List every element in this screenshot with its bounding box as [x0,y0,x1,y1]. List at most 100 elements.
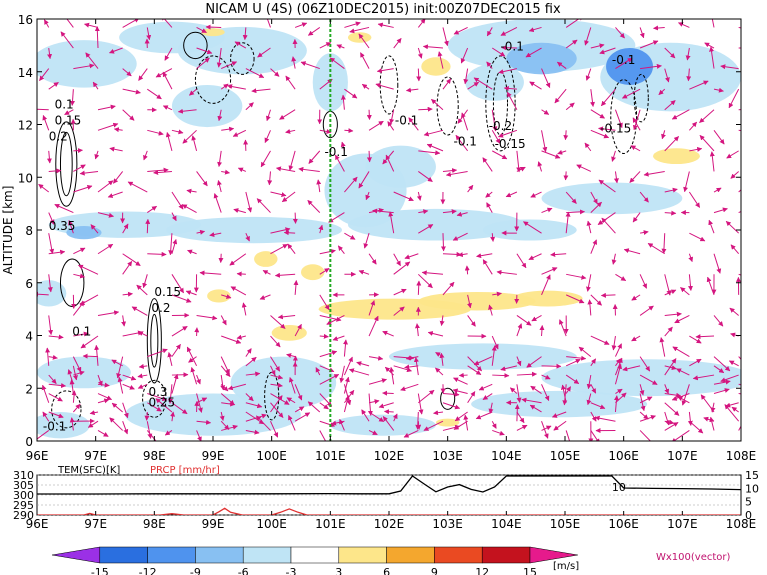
wind-arrow [189,88,197,96]
wind-arrow [97,310,120,316]
wind-arrow [365,191,371,201]
wind-arrow [221,335,242,344]
wind-arrow [270,382,283,388]
wind-arrow [343,384,352,406]
wind-arrow [490,233,496,242]
wind-arrow [563,130,569,141]
wind-arrow [664,187,678,193]
wind-arrow [111,402,123,413]
wind-arrow [383,409,394,415]
wind-arrow [455,134,469,152]
shade-blob [207,289,231,303]
wind-arrow [738,393,741,395]
wind-arrow [42,115,50,131]
wind-arrow [421,270,444,276]
wind-arrow [403,429,419,438]
wind-arrow [116,356,124,379]
wind-arrow [590,109,605,119]
colorbar-cell [147,546,196,564]
wind-arrow [162,71,173,90]
wind-arrow [300,61,320,70]
wind-arrow [368,120,384,131]
wind-arrow [54,204,74,214]
wind-arrow [486,27,493,37]
shade-blob [365,145,436,188]
ts-left-tick-label: 290 [13,509,34,522]
wind-arrow [221,126,235,132]
wind-arrow [196,171,208,187]
wind-arrow [590,335,610,345]
wind-arrow [405,355,419,361]
wind-arrow [220,365,231,378]
wind-arrow [664,422,679,431]
wind-arrow [664,411,670,426]
wind-arrow [725,402,739,408]
wind-arrow [415,411,421,430]
colorbar-cell [290,546,340,564]
wind-arrow [167,352,173,366]
wind-arrow [389,366,395,385]
wind-arrow [275,166,296,172]
wind-arrow [565,39,578,49]
wind-arrow [598,179,616,193]
y-axis-label: ALTITUDE [km] [1,186,15,275]
wind-arrow [418,106,433,112]
wind-arrow [713,187,722,193]
wind-arrow [393,365,412,373]
wind-arrow [699,109,715,123]
contour-label: -0.2 [489,119,512,133]
wind-arrow [142,274,148,289]
ts-x-tick-label: 104E [491,517,522,531]
wind-arrow [676,368,690,376]
shade-blob [37,411,90,439]
wind-arrow [319,430,327,441]
wind-arrow [164,430,173,436]
wind-arrow [344,176,358,193]
wind-arrow [482,157,493,172]
wind-arrow [678,22,690,28]
wind-arrow [387,121,395,131]
wind-arrow [631,294,641,301]
wind-arrow [39,68,50,81]
wind-arrow [623,248,641,255]
wind-arrow [167,384,173,404]
wind-arrow [457,252,468,258]
wind-arrow [516,315,532,326]
wind-arrow [358,269,370,275]
wind-arrow [590,430,600,441]
wind-arrow [498,68,518,75]
wind-arrow [264,130,271,144]
wind-arrow [647,243,665,255]
wind-arrow [220,420,230,430]
wind-arrow [689,232,706,242]
wind-arrow [270,365,276,376]
wind-arrow [90,224,99,234]
wind-arrow [738,356,741,361]
wind-arrow [227,383,246,391]
wind-arrow [262,270,271,275]
wind-arrow [530,385,542,394]
wind-arrow [366,150,372,163]
wind-arrow [590,239,598,254]
wind-arrow [664,365,677,371]
wind-arrow [344,21,361,28]
wind-arrow [565,430,571,441]
wind-arrow [165,131,173,152]
wind-arrow [234,41,247,49]
wind-arrow [632,109,641,131]
wind-arrow [73,247,86,255]
ts-x-tick-label: 108E [726,517,757,531]
wind-arrow [615,273,627,281]
contour-label: 0.35 [49,219,76,233]
wind-arrow [382,150,395,165]
wind-arrow [417,19,426,28]
wind-arrow [315,367,321,376]
wind-arrow [709,46,715,69]
wind-arrow [43,19,50,28]
wind-arrow [69,379,75,394]
colorbar-cell [481,546,531,564]
wind-arrow [122,260,133,275]
colorbar-cell [99,546,148,564]
wind-arrow [122,68,132,77]
y-tick-label: 10 [18,171,33,185]
